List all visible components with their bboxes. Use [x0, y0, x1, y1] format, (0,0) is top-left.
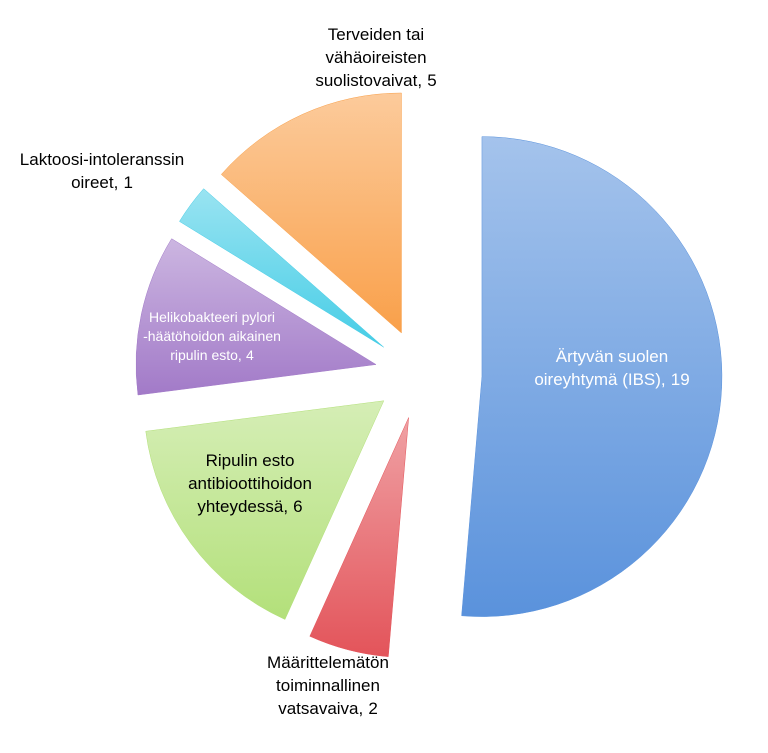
label-value: 19	[671, 370, 690, 389]
data-label: Terveiden tai vähäoireisten suolistovaivat…	[315, 25, 436, 90]
label-line: vähäoireisten	[325, 48, 426, 67]
pie-slice	[220, 92, 402, 334]
label-value: 6	[293, 497, 302, 516]
label-line: Terveiden tai	[328, 25, 424, 44]
label-line: toiminnallinen	[276, 676, 380, 695]
label-value: 2	[368, 699, 377, 718]
label-line: yhteydessä,	[197, 497, 288, 516]
data-label: Helikobakteeri pylori -häätöhoidon aikain…	[143, 309, 281, 363]
pie-slice	[145, 400, 385, 620]
pie-slice	[461, 136, 723, 617]
label-line: Laktoosi-intoleranssin	[20, 150, 184, 169]
label-line: oireyhtymä (IBS),	[534, 370, 665, 389]
data-label: Määrittelemätön toiminnallinen vatsavaiva,…	[267, 653, 389, 718]
label-line: Helikobakteeri pylori	[149, 309, 275, 325]
label-line: suolistovaivat,	[315, 71, 422, 90]
pie-slice	[135, 238, 377, 396]
label-line: Määrittelemätön	[267, 653, 389, 672]
label-line: vatsavaiva,	[278, 699, 363, 718]
label-value: 1	[123, 173, 132, 192]
label-line: antibioottihoidon	[188, 474, 312, 493]
label-line: oireet,	[71, 173, 118, 192]
label-line: Ärtyvän suolen	[556, 347, 668, 366]
data-label: Ripulin esto antibioottihoidon yhteydessä,…	[188, 451, 312, 516]
pie-slice	[179, 188, 384, 348]
data-label: Ärtyvän suolen oireyhtymä (IBS), 19	[534, 347, 689, 389]
label-value: 4	[246, 347, 254, 363]
label-line: ripulin esto,	[170, 347, 242, 363]
label-value: 5	[427, 71, 436, 90]
label-line: Ripulin esto	[206, 451, 295, 470]
label-line: -häätöhoidon aikainen	[143, 328, 281, 344]
pie-slice	[309, 417, 409, 657]
data-label: Laktoosi-intoleranssin oireet, 1	[20, 150, 184, 192]
